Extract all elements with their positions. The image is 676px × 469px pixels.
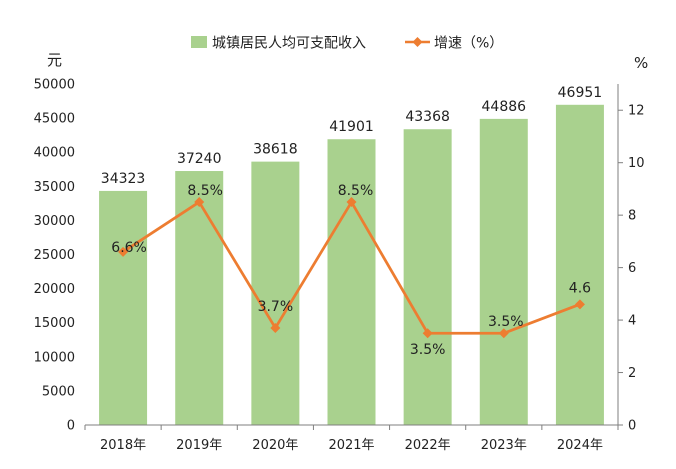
left-tick-label: 45000 (34, 112, 75, 127)
left-tick-label: 5000 (42, 384, 75, 399)
bar-value-label: 37240 (177, 151, 222, 167)
bar-value-label: 38618 (253, 142, 298, 158)
growth-point (574, 299, 585, 310)
line-labels: 6.6% 8.5% 3.7% 8.5% 3.5% 3.5% 4.6 (111, 183, 591, 358)
legend-line-label: 增速（%） (434, 36, 503, 52)
right-tick-label: 0 (628, 419, 636, 434)
right-axis-ticks: 0 2 4 6 8 10 12 (628, 104, 645, 434)
left-tick-label: 35000 (34, 180, 75, 195)
bar-value-label: 44886 (482, 99, 527, 115)
growth-point (498, 328, 509, 339)
growth-value-label: 8.5% (338, 183, 374, 199)
right-tick-label: 6 (628, 261, 636, 276)
left-tick-label: 50000 (34, 78, 75, 93)
growth-line (118, 197, 585, 339)
bar (251, 161, 300, 425)
x-category-label: 2021年 (328, 438, 374, 453)
x-category-label: 2019年 (176, 438, 222, 453)
x-category-label: 2022年 (405, 438, 451, 453)
bar-value-label: 41901 (329, 119, 374, 135)
left-axis-unit: 元 (47, 51, 62, 69)
bar (99, 190, 148, 425)
right-tick-label: 8 (628, 209, 636, 224)
growth-value-label: 4.6 (569, 280, 591, 296)
left-axis-ticks: 0 5000 10000 15000 20000 25000 30000 35000 40000… (34, 78, 75, 434)
bar (403, 129, 452, 426)
left-tick-label: 25000 (34, 248, 75, 263)
growth-value-label: 3.7% (258, 299, 294, 315)
right-tick-label: 4 (628, 314, 636, 329)
right-axis-unit: % (634, 54, 648, 72)
right-tick-label: 2 (628, 366, 636, 381)
legend-bar-label: 城镇居民人均可支配收入 (212, 36, 366, 52)
right-tick-label: 10 (628, 156, 645, 171)
bar-labels: 34323 37240 38618 41901 43368 44886 46951 (101, 85, 602, 187)
growth-point (422, 328, 433, 339)
growth-value-label: 3.5% (410, 342, 446, 358)
left-tick-label: 30000 (34, 214, 75, 229)
x-category-label: 2023年 (481, 438, 527, 453)
bar (479, 118, 528, 426)
right-tick-label: 12 (628, 104, 645, 119)
axes (84, 84, 623, 430)
left-tick-label: 40000 (34, 146, 75, 161)
growth-point (270, 322, 281, 333)
left-tick-label: 0 (67, 419, 75, 434)
legend-bar-swatch (191, 36, 207, 48)
growth-point (194, 197, 205, 208)
bars (99, 104, 604, 426)
bar-value-label: 46951 (558, 85, 603, 101)
growth-point (346, 197, 357, 208)
x-category-label: 2018年 (100, 438, 146, 453)
bar (555, 104, 604, 425)
left-tick-label: 10000 (34, 350, 75, 365)
left-tick-label: 20000 (34, 282, 75, 297)
growth-value-label: 8.5% (187, 183, 223, 199)
growth-value-label: 3.5% (488, 314, 524, 330)
x-category-label: 2020年 (252, 438, 298, 453)
bar (175, 171, 224, 425)
bar-value-label: 43368 (405, 109, 450, 125)
growth-value-label: 6.6% (111, 240, 147, 256)
x-axis-labels: 2018年 2019年 2020年 2021年 2022年 2023年 2024年 (100, 438, 603, 453)
bar-value-label: 34323 (101, 171, 146, 187)
left-tick-label: 15000 (34, 316, 75, 331)
bar (327, 139, 376, 426)
growth-point (118, 246, 129, 257)
legend: 城镇居民人均可支配收入 增速（%） (191, 36, 503, 52)
x-category-label: 2024年 (557, 438, 603, 453)
legend-line-swatch-marker (412, 37, 423, 47)
